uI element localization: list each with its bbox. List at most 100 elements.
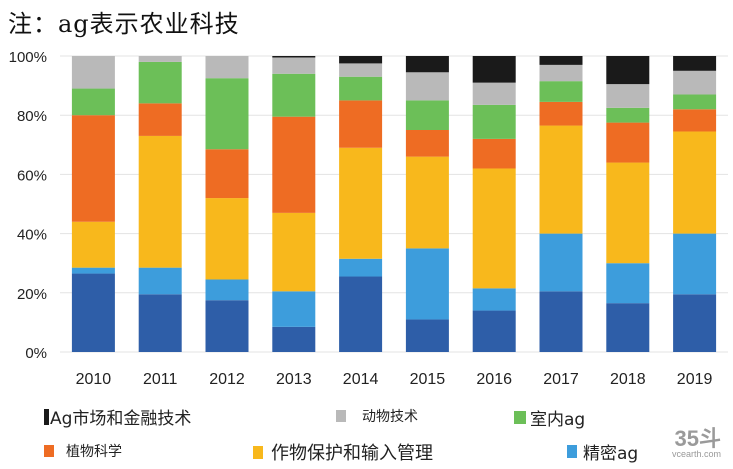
bar-segment-2015-1 <box>405 248 449 320</box>
bar-segment-2018-1 <box>606 263 650 304</box>
bar-segment-2014-4 <box>339 76 383 101</box>
x-tick-label: 2013 <box>276 371 312 388</box>
watermark-logo: 35斗 vcearth.com <box>672 428 721 459</box>
bar-segment-2018-4 <box>606 107 650 123</box>
bar-segment-2012-3 <box>205 149 249 199</box>
bar-segment-2011-1 <box>138 267 182 295</box>
legend-item-ag-market-fintech: Ag市场和金融技术 <box>44 404 191 429</box>
bar-segment-2019-2 <box>673 131 717 234</box>
bar-segment-2018-5 <box>606 84 650 108</box>
legend-swatch <box>567 445 577 458</box>
bar-segment-2013-1 <box>272 291 316 327</box>
y-tick-label: 80% <box>17 108 47 125</box>
legend-label: 室内ag <box>530 410 586 430</box>
bar-segment-2016-5 <box>472 82 516 105</box>
bar-segment-2016-6 <box>472 56 516 83</box>
bar-segment-2010-2 <box>71 221 115 268</box>
legend-item-plant-science: 植物科学 <box>44 441 122 461</box>
bar-segment-2017-6 <box>539 56 583 65</box>
bar-segment-2014-3 <box>339 100 383 148</box>
bar-segment-2012-4 <box>205 78 249 150</box>
bar-segment-2012-2 <box>205 198 249 280</box>
bar-segment-2019-3 <box>673 109 717 132</box>
bar-segment-2012-5 <box>205 56 249 79</box>
bar-segment-2015-6 <box>405 56 449 73</box>
bar-segment-2015-5 <box>405 72 449 101</box>
bar-segment-2014-6 <box>339 56 383 64</box>
bar-segment-2010-3 <box>71 115 115 222</box>
bar-segment-2019-5 <box>673 70 717 95</box>
bar-segment-2015-2 <box>405 156 449 249</box>
bar-segment-2010-1 <box>71 267 115 274</box>
bar-segment-2011-5 <box>138 56 182 62</box>
bar-segment-2016-3 <box>472 138 516 169</box>
bar-segment-2016-2 <box>472 168 516 289</box>
chart-note: 注：ag表示农业科技 <box>8 10 240 38</box>
bar-segment-2013-6 <box>272 56 316 58</box>
x-tick-label: 2017 <box>543 371 579 388</box>
bar-segment-2017-4 <box>539 81 583 102</box>
bar-segment-2014-5 <box>339 63 383 77</box>
bar-segment-2010-0 <box>71 273 115 352</box>
legend-label: Ag市场和金融技术 <box>50 409 192 429</box>
legend-swatch <box>44 445 54 457</box>
y-tick-label: 20% <box>17 286 47 303</box>
legend-item-crop-protection: 作物保护和输入管理 <box>253 439 433 465</box>
bar-segment-2013-4 <box>272 73 316 117</box>
bar-segment-2013-5 <box>272 57 316 74</box>
bar-segment-2014-0 <box>339 276 383 352</box>
bar-segment-2018-0 <box>606 303 650 352</box>
bar-segment-2013-3 <box>272 116 316 213</box>
x-tick-label: 2010 <box>76 371 112 388</box>
x-tick-label: 2011 <box>143 371 178 388</box>
bar-segment-2019-6 <box>673 56 717 71</box>
bar-segment-2012-0 <box>205 300 249 352</box>
bar-segment-2015-4 <box>405 100 449 130</box>
bar-segment-2016-4 <box>472 104 516 139</box>
bar-segment-2017-1 <box>539 233 583 292</box>
y-tick-label: 0% <box>25 345 47 362</box>
bar-segment-2015-3 <box>405 130 449 157</box>
bar-segment-2014-2 <box>339 147 383 259</box>
bar-segment-2013-0 <box>272 326 316 352</box>
bar-segment-2017-3 <box>539 101 583 126</box>
watermark-logo-text: 35斗 <box>674 426 721 451</box>
legend-label: 精密ag <box>583 444 639 464</box>
legend-label: 作物保护和输入管理 <box>271 443 433 464</box>
y-tick-label: 100% <box>9 49 47 66</box>
legend-swatch <box>253 445 263 459</box>
bar-segment-2019-4 <box>673 94 717 110</box>
legend-swatch <box>514 411 526 424</box>
bar-segment-2011-3 <box>138 103 182 136</box>
x-tick-label: 2016 <box>476 371 512 388</box>
bar-segment-2018-2 <box>606 162 650 264</box>
x-tick-label: 2014 <box>343 371 379 388</box>
bar-segment-2011-0 <box>138 294 182 352</box>
x-tick-label: 2015 <box>410 371 446 388</box>
bar-segment-2019-0 <box>673 294 717 352</box>
bar-segment-2017-5 <box>539 64 583 82</box>
legend-swatch <box>336 410 346 422</box>
x-tick-label: 2018 <box>610 371 646 388</box>
bar-segment-2017-2 <box>539 125 583 234</box>
y-tick-label: 40% <box>17 227 47 244</box>
bar-segment-2011-4 <box>138 61 182 104</box>
bar-segment-2011-2 <box>138 135 182 268</box>
bar-segment-2014-1 <box>339 258 383 277</box>
bar-segment-2015-0 <box>405 319 449 352</box>
bar-segment-2012-1 <box>205 279 249 301</box>
bar-segment-2018-6 <box>606 56 650 85</box>
bar-segment-2010-4 <box>71 88 115 116</box>
bar-segment-2019-1 <box>673 233 717 295</box>
bar-segment-2018-3 <box>606 122 650 163</box>
bar-segment-2010-5 <box>71 56 115 89</box>
legend-label: 动物技术 <box>362 409 418 425</box>
x-tick-label: 2012 <box>209 371 245 388</box>
bar-segment-2016-0 <box>472 310 516 352</box>
y-tick-label: 60% <box>17 167 47 184</box>
legend-item-animal-tech: 动物技术 <box>336 406 418 426</box>
bar-segment-2017-0 <box>539 291 583 352</box>
legend-label: 植物科学 <box>66 444 122 460</box>
x-tick-label: 2019 <box>677 371 713 388</box>
